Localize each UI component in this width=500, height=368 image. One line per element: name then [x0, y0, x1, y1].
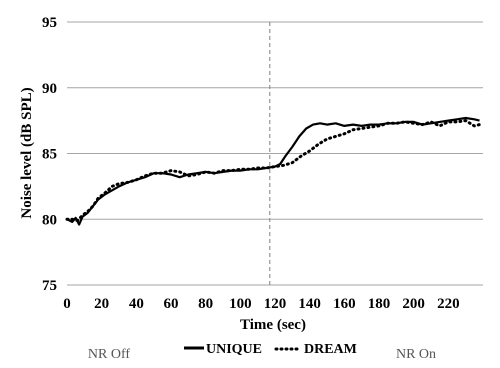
grid-layer — [67, 21, 483, 286]
y-tick-label: 80 — [42, 212, 57, 228]
x-tick-label: 180 — [368, 296, 391, 312]
x-tick-label: 100 — [229, 296, 252, 312]
series-dream-line — [65, 119, 481, 223]
x-tick-label: 0 — [63, 296, 71, 312]
y-tick-label: 90 — [42, 81, 57, 97]
x-tick-label: 160 — [333, 296, 356, 312]
axis-layer: 75 80 85 90 95 0 20 40 60 80 100 120 140 160 180 200 220 — [42, 15, 460, 312]
legend: UNIQUE DREAM — [184, 342, 357, 357]
series-layer — [65, 116, 481, 226]
region-label-nr-off: NR Off — [88, 347, 130, 362]
x-axis-title: Time (sec) — [240, 317, 306, 333]
x-tick-label: 200 — [402, 296, 425, 312]
x-tick-label: 140 — [298, 296, 321, 312]
legend-unique-label: UNIQUE — [206, 342, 262, 357]
y-tick-label: 95 — [42, 15, 57, 31]
y-tick-label: 75 — [42, 278, 57, 294]
x-tick-label: 120 — [264, 296, 287, 312]
x-tick-label: 220 — [437, 296, 460, 312]
x-tick-label: 20 — [94, 296, 109, 312]
x-tick-label: 40 — [129, 296, 144, 312]
y-tick-label: 85 — [42, 147, 57, 163]
x-tick-label: 80 — [198, 296, 213, 312]
series-unique-line — [66, 116, 480, 226]
label-layer: Time (sec) Noise level (dB SPL) NR Off N… — [19, 87, 436, 362]
x-tick-label: 60 — [164, 296, 179, 312]
legend-dream-label: DREAM — [304, 342, 357, 357]
region-label-nr-on: NR On — [396, 347, 436, 362]
y-axis-title: Noise level (dB SPL) — [19, 87, 35, 218]
